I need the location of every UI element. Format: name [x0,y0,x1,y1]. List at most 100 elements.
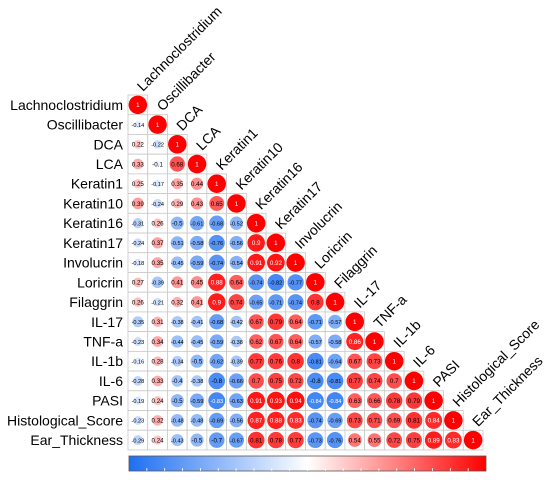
correlation-circle [286,391,305,410]
heatmap-cell: 1 [443,410,464,431]
heatmap-cell: 0.27 [127,272,149,293]
cell-value-label: 1 [176,142,180,149]
cell-value-label: 0.67 [349,359,362,366]
row-label: Involucrin [63,255,123,271]
cell-value-label: -0.8 [310,378,321,385]
cell-value-label: -0.57 [309,340,322,346]
cell-value-label: -0.18 [131,261,144,267]
correlation-circle [386,373,402,389]
row-label: Loricrin [77,274,123,290]
correlation-circle [209,195,225,211]
heatmap-cell: -0.71 [265,291,287,313]
heatmap-cell: -0.84 [305,390,326,411]
cell-value-label: -0.83 [210,399,223,405]
cell-value-label: 0.33 [152,378,165,385]
cell-value-label: 0.74 [368,378,381,385]
correlation-circle [132,218,144,229]
cell-value-label: 0.89 [428,437,441,444]
heatmap-cell: 0.65 [206,193,228,214]
heatmap-cell: -0.8 [206,370,228,392]
heatmap-cell: -0.45 [186,331,208,352]
correlation-circle [172,296,183,308]
correlation-circle [247,234,265,252]
heatmap-cell: 1 [226,193,247,214]
heatmap-cell: 0.78 [265,429,287,451]
correlation-circle [306,392,324,410]
correlation-circle [267,273,285,291]
cell-value-label: -0.56 [230,241,243,247]
heatmap-cell: 0.81 [403,410,425,431]
correlation-circle [134,121,142,129]
heatmap-cell: -0.77 [285,272,306,293]
correlation-circle [132,158,144,170]
correlation-circle [133,415,143,425]
cell-value-label: 0.28 [152,359,165,366]
row-labels: Lachnoclostridium Oscillibacter DCA LCA Kera… [7,97,124,448]
heatmap-cell: -0.45 [167,252,188,273]
heatmap-cell: -0.7 [206,429,228,451]
correlation-circle [346,372,363,390]
heatmap-cell: 0.79 [265,311,287,333]
heatmap-cell: 1 [265,232,287,254]
cell-value-label: 0.43 [191,201,204,208]
cell-value-label: -0.5 [192,437,203,444]
heatmap-cell: 0.24 [147,390,168,411]
cell-value-label: 1 [156,122,160,129]
correlation-circle [209,353,225,369]
heatmap-cell: 1 [462,429,484,451]
cell-value-label: -0.38 [171,320,184,326]
heatmap-cell: 0.83 [443,429,464,451]
correlation-circle [247,391,266,410]
cell-value-label: -0.5 [192,359,203,366]
cell-value-label: 0.24 [152,398,165,405]
cell-value-label: 0.81 [408,418,421,425]
cell-value-label: -0.65 [250,300,263,306]
cell-value-label: -0.38 [230,340,243,346]
correlation-circle [307,313,324,330]
row-label: Lachnoclostridium [10,97,123,113]
correlation-circle [386,432,403,448]
correlation-circle [228,432,245,448]
correlation-circle [230,335,243,348]
cell-value-label: -0.5 [172,220,183,227]
cell-value-label: 1 [195,161,199,168]
cell-value-label: 0.75 [408,437,421,444]
heatmap-cell: 0.9 [206,291,228,313]
correlation-circle [267,431,285,449]
cell-value-label: -0.71 [270,300,283,306]
row-label: Keratin16 [63,215,123,231]
cell-value-label: -0.19 [131,399,144,405]
heatmap-cell: -0.73 [305,429,326,451]
correlation-circle [189,393,205,408]
correlation-circle [287,373,304,389]
row-label: IL-6 [99,373,123,389]
heatmap-cell: 0.81 [245,429,267,451]
heatmap-cell: 0.72 [285,370,306,392]
heatmap-cell: 0.35 [167,173,188,195]
cell-value-label: 0.77 [290,437,303,444]
correlation-circle [133,277,143,288]
heatmap-cell: 0.69 [383,410,405,431]
correlation-circle [287,431,304,449]
cell-value-label: -0.39 [230,360,243,366]
heatmap-cell: -0.23 [127,410,149,431]
heatmap-cell: 0.91 [245,390,267,411]
cell-value-label: -0.62 [210,360,223,366]
correlation-circle [208,432,225,448]
heatmap-cell: -0.74 [305,410,326,431]
correlation-circle [171,178,183,190]
correlation-circle [267,411,285,430]
correlation-circle [307,352,324,370]
correlation-circle [191,375,203,387]
cell-value-label: 0.67 [250,319,263,326]
cell-value-label: -0.74 [250,281,263,287]
cell-value-label: -0.82 [270,281,283,287]
column-label: Ear_Thickness [469,353,546,430]
row-label: PASI [92,393,123,409]
correlation-circle [228,373,244,389]
cell-value-label: -0.63 [230,399,243,405]
cell-value-label: -0.66 [230,379,243,385]
correlation-circle [170,394,184,408]
heatmap-cell: -0.23 [127,331,149,352]
cell-value-label: 0.26 [152,220,165,227]
